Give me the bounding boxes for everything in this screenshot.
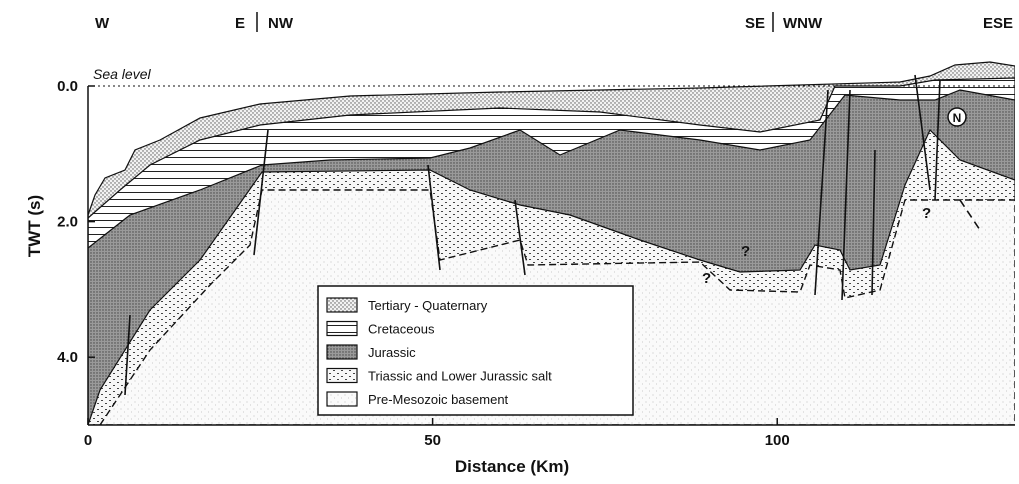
question-mark: ?	[922, 205, 931, 222]
orientation: W	[95, 15, 110, 32]
x-tick-label: 0	[84, 432, 92, 449]
question-mark: ?	[741, 243, 750, 260]
x-axis-title: Distance (Km)	[455, 457, 569, 476]
y-tick-label: 2.0	[57, 214, 78, 231]
orientation: E	[235, 15, 245, 32]
orientation: ESE	[983, 15, 1013, 32]
legend-label: Triassic and Lower Jurassic salt	[368, 369, 552, 384]
legend-label: Cretaceous	[368, 322, 435, 337]
orientation: SE	[745, 15, 765, 32]
legend-swatch	[327, 345, 357, 359]
legend-label: Tertiary - Quaternary	[368, 298, 488, 313]
x-tick-label: 50	[424, 432, 441, 449]
orientation: WNW	[783, 15, 823, 32]
north-label: N	[953, 111, 962, 125]
y-tick-label: 0.0	[57, 78, 78, 95]
legend-swatch	[327, 322, 357, 336]
y-tick-label: 4.0	[57, 349, 78, 366]
legend-label: Jurassic	[368, 345, 416, 360]
legend-swatch	[327, 392, 357, 406]
orientation: NW	[268, 15, 294, 32]
x-tick-label: 100	[765, 432, 790, 449]
legend-label: Pre-Mesozoic basement	[368, 392, 509, 407]
question-mark: ?	[702, 270, 711, 287]
sea-level-label: Sea level	[93, 66, 151, 82]
figure: W E NW SE WNW ESE Sea level ? ? ? N Dist…	[0, 0, 1019, 484]
y-axis-title: TWT (s)	[25, 195, 44, 257]
legend-swatch	[327, 369, 357, 383]
legend-swatch	[327, 298, 357, 312]
orientation-labels: W E NW SE WNW ESE	[95, 12, 1013, 32]
